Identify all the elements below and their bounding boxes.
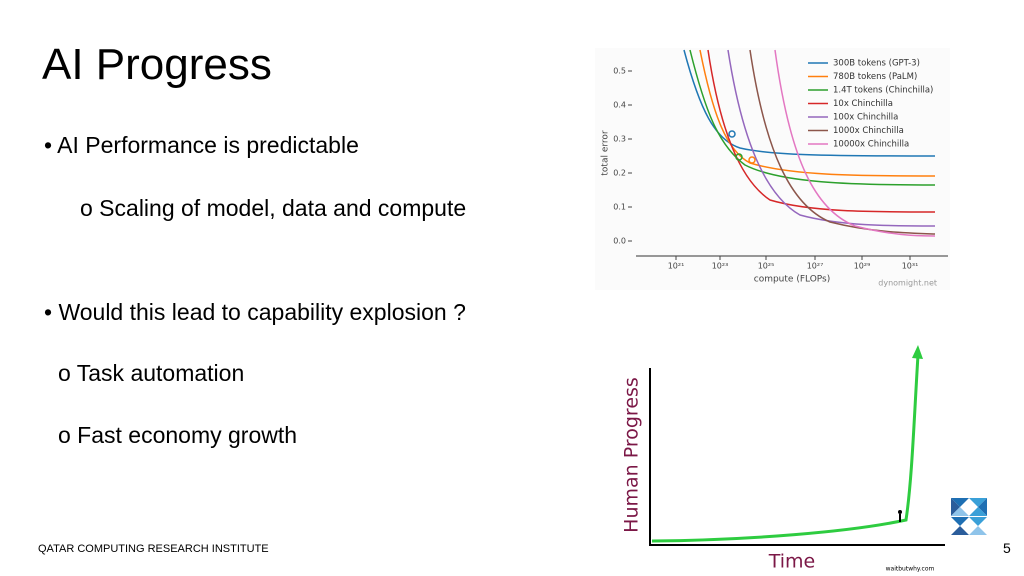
bullet: • Would this lead to capability explosio… xyxy=(44,299,466,325)
legend-label: 780B tokens (PaLM) xyxy=(833,72,917,82)
bullet: • AI Performance is predictable xyxy=(44,132,359,158)
legend-label: 100x Chinchilla xyxy=(833,113,898,123)
sub-bullet: o Task automation xyxy=(58,360,245,386)
y-axis-label: Human Progress xyxy=(621,377,643,533)
x-tick-label: 10²⁹ xyxy=(854,262,871,271)
y-axis-label: total error xyxy=(601,130,611,176)
legend-label: 1.4T tokens (Chinchilla) xyxy=(833,86,933,96)
x-tick-label: 10²¹ xyxy=(668,262,685,271)
x-axis-label: Time xyxy=(768,551,816,573)
legend-label: 10000x Chinchilla xyxy=(833,140,909,150)
y-tick-label: 0.0 xyxy=(613,237,626,246)
legend-label: 300B tokens (GPT-3) xyxy=(833,59,920,69)
legend-label: 1000x Chinchilla xyxy=(833,126,904,136)
legend: 300B tokens (GPT-3) 780B tokens (PaLM) 1.4… xyxy=(808,59,933,150)
legend-label: 10x Chinchilla xyxy=(833,99,893,109)
footer-institute: QATAR COMPUTING RESEARCH INSTITUTE xyxy=(38,543,269,555)
y-tick-label: 0.3 xyxy=(613,135,626,144)
arrowhead xyxy=(912,345,923,359)
y-tick-label: 0.2 xyxy=(613,169,626,178)
sub-bullet: o Fast economy growth xyxy=(58,422,298,448)
source: waitbutwhy.com xyxy=(886,566,935,573)
x-tick-label: 10³¹ xyxy=(902,262,919,271)
curves xyxy=(683,49,936,237)
page-number: 5 xyxy=(1003,540,1011,556)
y-tick-label: 0.5 xyxy=(613,67,626,76)
progress-curve xyxy=(651,354,920,543)
x-axis-label: compute (FLOPs) xyxy=(754,275,831,285)
sub-bullet: o Scaling of model, data and compute xyxy=(80,195,467,221)
source: dynomight.net xyxy=(878,279,937,288)
y-tick-label: 0.1 xyxy=(613,203,626,212)
logo xyxy=(951,498,987,535)
x-tick-label: 10²⁵ xyxy=(758,262,775,271)
x-tick-label: 10²³ xyxy=(712,262,729,271)
figure-background xyxy=(595,48,950,290)
stick-figure xyxy=(898,510,902,522)
y-tick-label: 0.4 xyxy=(613,101,626,110)
x-tick-label: 10²⁷ xyxy=(807,262,824,271)
slide-title: AI Progress xyxy=(42,40,272,89)
